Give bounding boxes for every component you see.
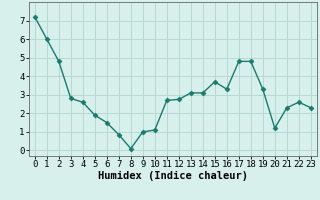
X-axis label: Humidex (Indice chaleur): Humidex (Indice chaleur) bbox=[98, 171, 248, 181]
